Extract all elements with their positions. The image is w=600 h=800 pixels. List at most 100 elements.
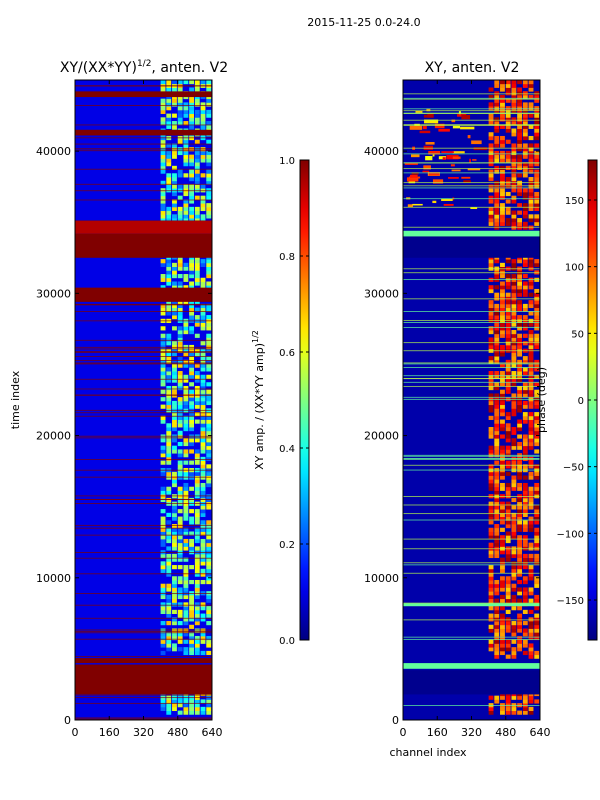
heatmap-active-cell: [189, 710, 195, 715]
heatmap-active-cell: [522, 475, 528, 480]
heatmap-active-cell: [528, 94, 534, 100]
heatmap-active-cell: [528, 135, 534, 141]
heatmap-active-cell: [494, 482, 500, 488]
heatmap-active-cell: [534, 214, 540, 219]
heatmap-active-cell: [166, 609, 172, 615]
heatmap-active-cell: [183, 374, 189, 379]
heatmap-active-cell: [494, 404, 500, 409]
heatmap-active-cell: [200, 650, 206, 656]
heatmap-active-cell: [172, 415, 177, 420]
heatmap-active-cell: [534, 509, 540, 514]
heatmap-active-cell: [172, 165, 177, 170]
heatmap-active-cell: [200, 520, 206, 525]
heatmap-active-cell: [505, 553, 511, 559]
heatmap-active-cell: [511, 535, 517, 540]
heatmap-active-cell: [166, 274, 172, 279]
heatmap-active-cell: [160, 520, 166, 525]
heatmap-active-cell: [200, 531, 206, 536]
heatmap-active-cell: [206, 367, 212, 372]
heatmap-active-cell: [528, 218, 534, 223]
heatmap-active-cell: [200, 359, 206, 365]
heatmap-active-cell: [206, 210, 212, 215]
heatmap-active-cell: [517, 710, 523, 715]
heatmap-active-cell: [511, 400, 517, 406]
heatmap-active-cell: [494, 445, 500, 450]
amplitude-ratio-plot-title: XY/(XX*YY)1/2, anten. V2: [60, 59, 228, 76]
heatmap-streak: [75, 183, 212, 185]
heatmap-active-cell: [488, 695, 494, 700]
heatmap-active-cell: [511, 371, 517, 376]
heatmap-streak: [403, 319, 540, 321]
heatmap-active-cell: [528, 621, 534, 626]
heatmap-active-cell: [488, 135, 494, 141]
heatmap-active-cell: [183, 609, 189, 615]
heatmap-active-cell: [511, 445, 517, 450]
heatmap-active-cell: [528, 576, 534, 581]
heatmap-active-cell: [177, 311, 183, 316]
heatmap-active-cell: [517, 482, 523, 488]
heatmap-active-cell: [511, 352, 517, 357]
heatmap-active-cell: [534, 475, 540, 480]
heatmap-active-cell: [200, 524, 206, 529]
heatmap-active-cell: [505, 471, 511, 476]
heatmap-active-cell: [494, 553, 500, 559]
heatmap-active-cell: [517, 561, 523, 566]
heatmap-active-cell: [488, 315, 494, 320]
heatmap-active-cell: [183, 400, 189, 406]
heatmap-active-cell: [522, 501, 528, 506]
heatmap-active-cell: [160, 568, 166, 573]
heatmap-active-cell: [194, 561, 200, 566]
heatmap-active-cell: [522, 333, 528, 338]
heatmap-active-cell: [494, 415, 500, 420]
heatmap-active-cell: [206, 594, 212, 600]
x-tick-label: 480: [495, 726, 516, 739]
heatmap-active-cell: [488, 527, 494, 532]
heatmap-active-cell: [500, 344, 505, 350]
heatmap-active-cell: [166, 699, 172, 704]
heatmap-streak: [75, 352, 212, 353]
heatmap-active-cell: [177, 613, 183, 618]
heatmap-active-cell: [200, 374, 206, 379]
heatmap-active-cell: [183, 415, 189, 420]
heatmap-active-cell: [172, 557, 177, 562]
heatmap-active-cell: [177, 635, 183, 641]
heatmap-active-cell: [511, 337, 517, 342]
heatmap-active-cell: [505, 218, 511, 223]
heatmap-active-cell: [160, 285, 166, 290]
heatmap-active-cell: [511, 378, 517, 383]
heatmap-streak: [75, 534, 212, 536]
heatmap-active-cell: [488, 154, 494, 159]
heatmap-active-cell: [200, 311, 206, 316]
heatmap-active-cell: [177, 621, 183, 626]
heatmap-streak: [403, 455, 540, 457]
heatmap-active-cell: [200, 322, 206, 327]
heatmap-active-cell: [194, 479, 200, 484]
heatmap-active-cell: [166, 173, 172, 178]
heatmap-active-cell: [522, 307, 528, 312]
heatmap-active-cell: [528, 80, 534, 85]
heatmap-hot-cell: [419, 130, 431, 134]
heatmap-active-cell: [160, 527, 166, 532]
heatmap-hot-cell: [452, 156, 461, 159]
heatmap-active-cell: [494, 497, 500, 503]
heatmap-active-cell: [166, 389, 172, 394]
heatmap-active-cell: [189, 87, 195, 92]
heatmap-active-cell: [494, 490, 500, 495]
heatmap-active-cell: [500, 109, 505, 115]
heatmap-active-cell: [517, 165, 523, 170]
heatmap-active-cell: [528, 650, 534, 656]
heatmap-streak: [75, 459, 212, 460]
heatmap-active-cell: [160, 699, 166, 704]
heatmap-active-cell: [488, 583, 494, 588]
heatmap-active-cell: [505, 385, 511, 391]
heatmap-active-cell: [494, 505, 500, 510]
heatmap-active-cell: [522, 83, 528, 88]
heatmap-streak: [403, 385, 540, 387]
heatmap-active-cell: [177, 371, 183, 376]
heatmap-active-cell: [166, 177, 172, 182]
heatmap-active-cell: [517, 94, 523, 100]
heatmap-active-cell: [517, 102, 523, 107]
heatmap-hot-cell: [469, 158, 471, 163]
heatmap-active-cell: [528, 423, 534, 428]
heatmap-active-cell: [511, 329, 517, 335]
